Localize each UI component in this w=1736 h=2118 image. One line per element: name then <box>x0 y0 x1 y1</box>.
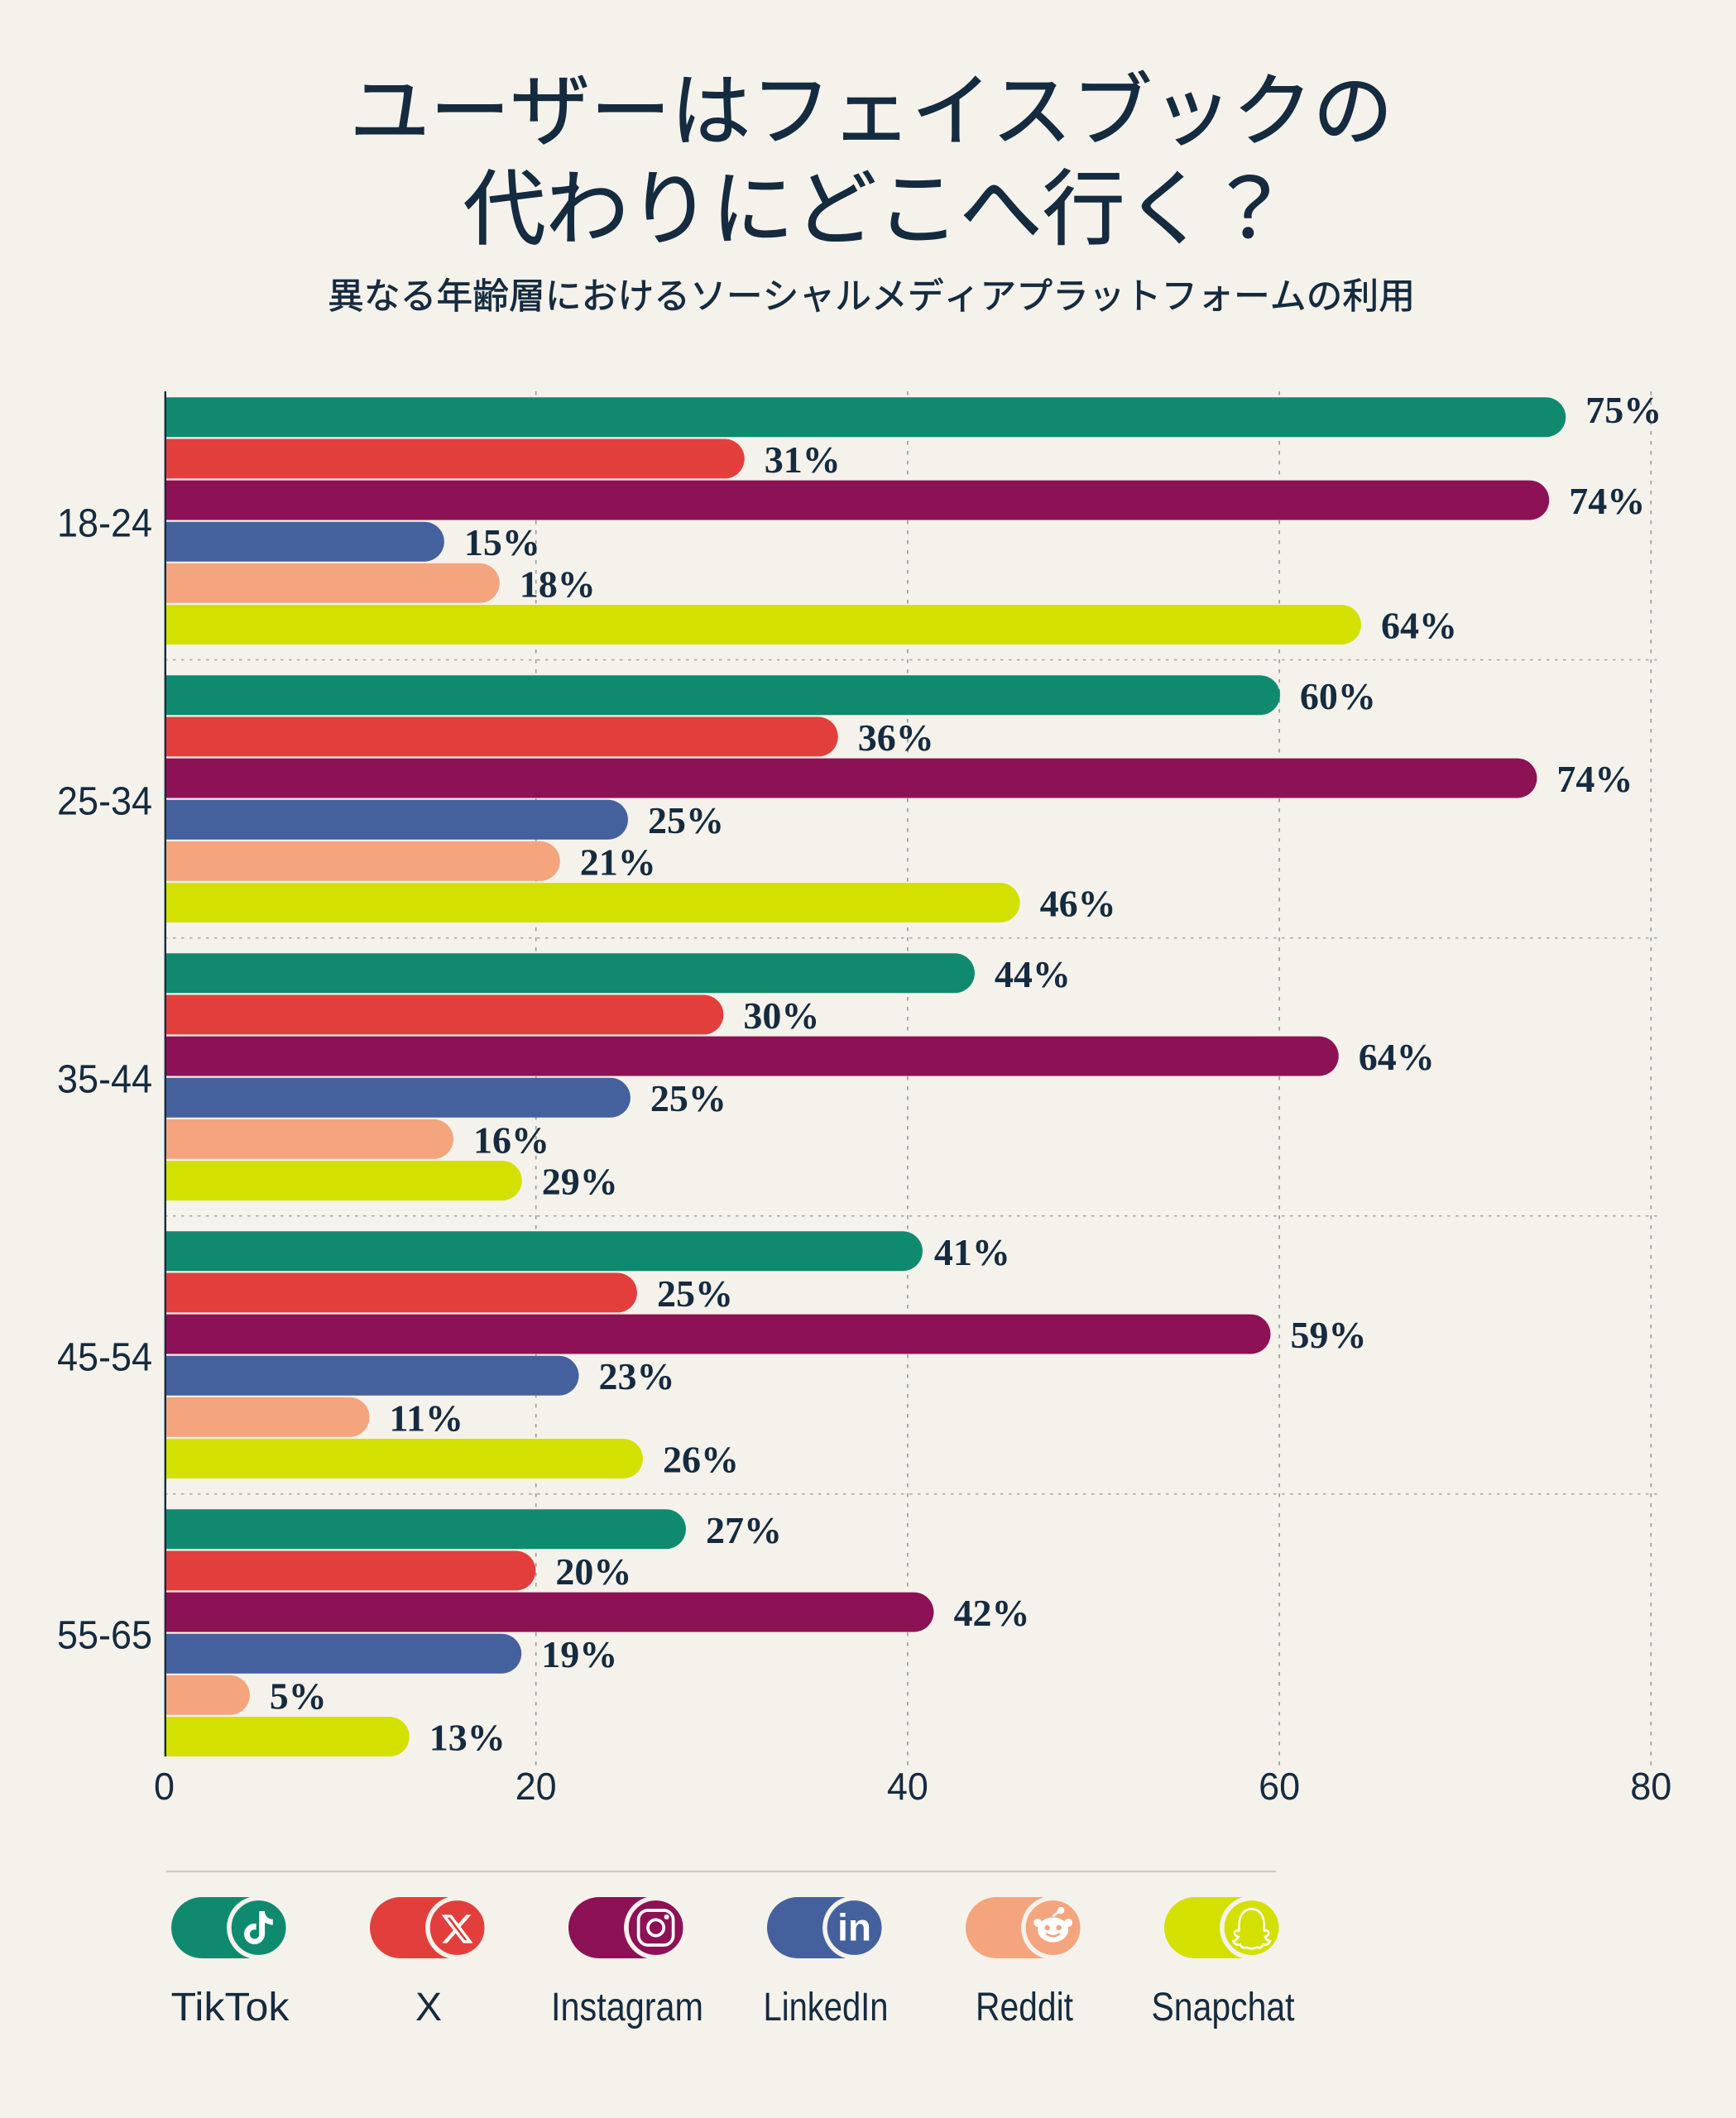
svg-text:64%: 64% <box>1359 1036 1435 1078</box>
svg-text:Instagram: Instagram <box>551 1986 703 2029</box>
svg-text:59%: 59% <box>1291 1314 1367 1356</box>
svg-text:75%: 75% <box>1585 389 1662 431</box>
svg-text:18-24: 18-24 <box>57 502 152 546</box>
svg-text:11%: 11% <box>390 1397 463 1439</box>
svg-text:44%: 44% <box>995 953 1071 995</box>
svg-text:29%: 29% <box>542 1161 618 1203</box>
svg-text:20%: 20% <box>555 1550 631 1593</box>
svg-text:25%: 25% <box>648 799 724 841</box>
svg-text:74%: 74% <box>1556 758 1633 800</box>
svg-text:35-44: 35-44 <box>57 1058 152 1102</box>
svg-text:25-34: 25-34 <box>57 780 152 824</box>
svg-text:Snapchat: Snapchat <box>1152 1986 1295 2029</box>
svg-text:36%: 36% <box>858 716 934 759</box>
svg-text:45-54: 45-54 <box>57 1336 152 1380</box>
svg-text:23%: 23% <box>599 1355 675 1397</box>
svg-text:42%: 42% <box>954 1592 1030 1634</box>
svg-text:LinkedIn: LinkedIn <box>764 1986 889 2029</box>
svg-text:in: in <box>837 1906 871 1949</box>
svg-text:25%: 25% <box>650 1077 727 1119</box>
svg-text:60%: 60% <box>1300 675 1376 717</box>
svg-text:21%: 21% <box>580 841 656 883</box>
svg-text:55-65: 55-65 <box>57 1614 152 1658</box>
svg-text:13%: 13% <box>429 1717 506 1759</box>
svg-text:20: 20 <box>516 1765 557 1808</box>
svg-text:19%: 19% <box>541 1633 617 1675</box>
svg-text:27%: 27% <box>706 1509 782 1551</box>
svg-text:74%: 74% <box>1569 480 1645 522</box>
svg-text:16%: 16% <box>473 1119 549 1161</box>
svg-text:18%: 18% <box>520 563 596 605</box>
svg-text:25%: 25% <box>657 1272 733 1315</box>
svg-text:80: 80 <box>1630 1765 1671 1808</box>
svg-text:TikTok: TikTok <box>171 1986 290 2029</box>
svg-text:60: 60 <box>1259 1765 1300 1808</box>
svg-text:X: X <box>415 1986 442 2029</box>
svg-text:31%: 31% <box>765 438 841 481</box>
svg-text:64%: 64% <box>1381 605 1457 647</box>
svg-text:5%: 5% <box>270 1675 327 1717</box>
svg-text:Reddit: Reddit <box>976 1986 1073 2029</box>
svg-text:30%: 30% <box>743 994 819 1037</box>
svg-text:0: 0 <box>154 1765 175 1808</box>
svg-text:41%: 41% <box>934 1231 1010 1273</box>
svg-text:15%: 15% <box>464 521 540 563</box>
svg-text:40: 40 <box>887 1765 928 1808</box>
svg-text:46%: 46% <box>1040 883 1116 925</box>
svg-text:26%: 26% <box>663 1439 739 1481</box>
